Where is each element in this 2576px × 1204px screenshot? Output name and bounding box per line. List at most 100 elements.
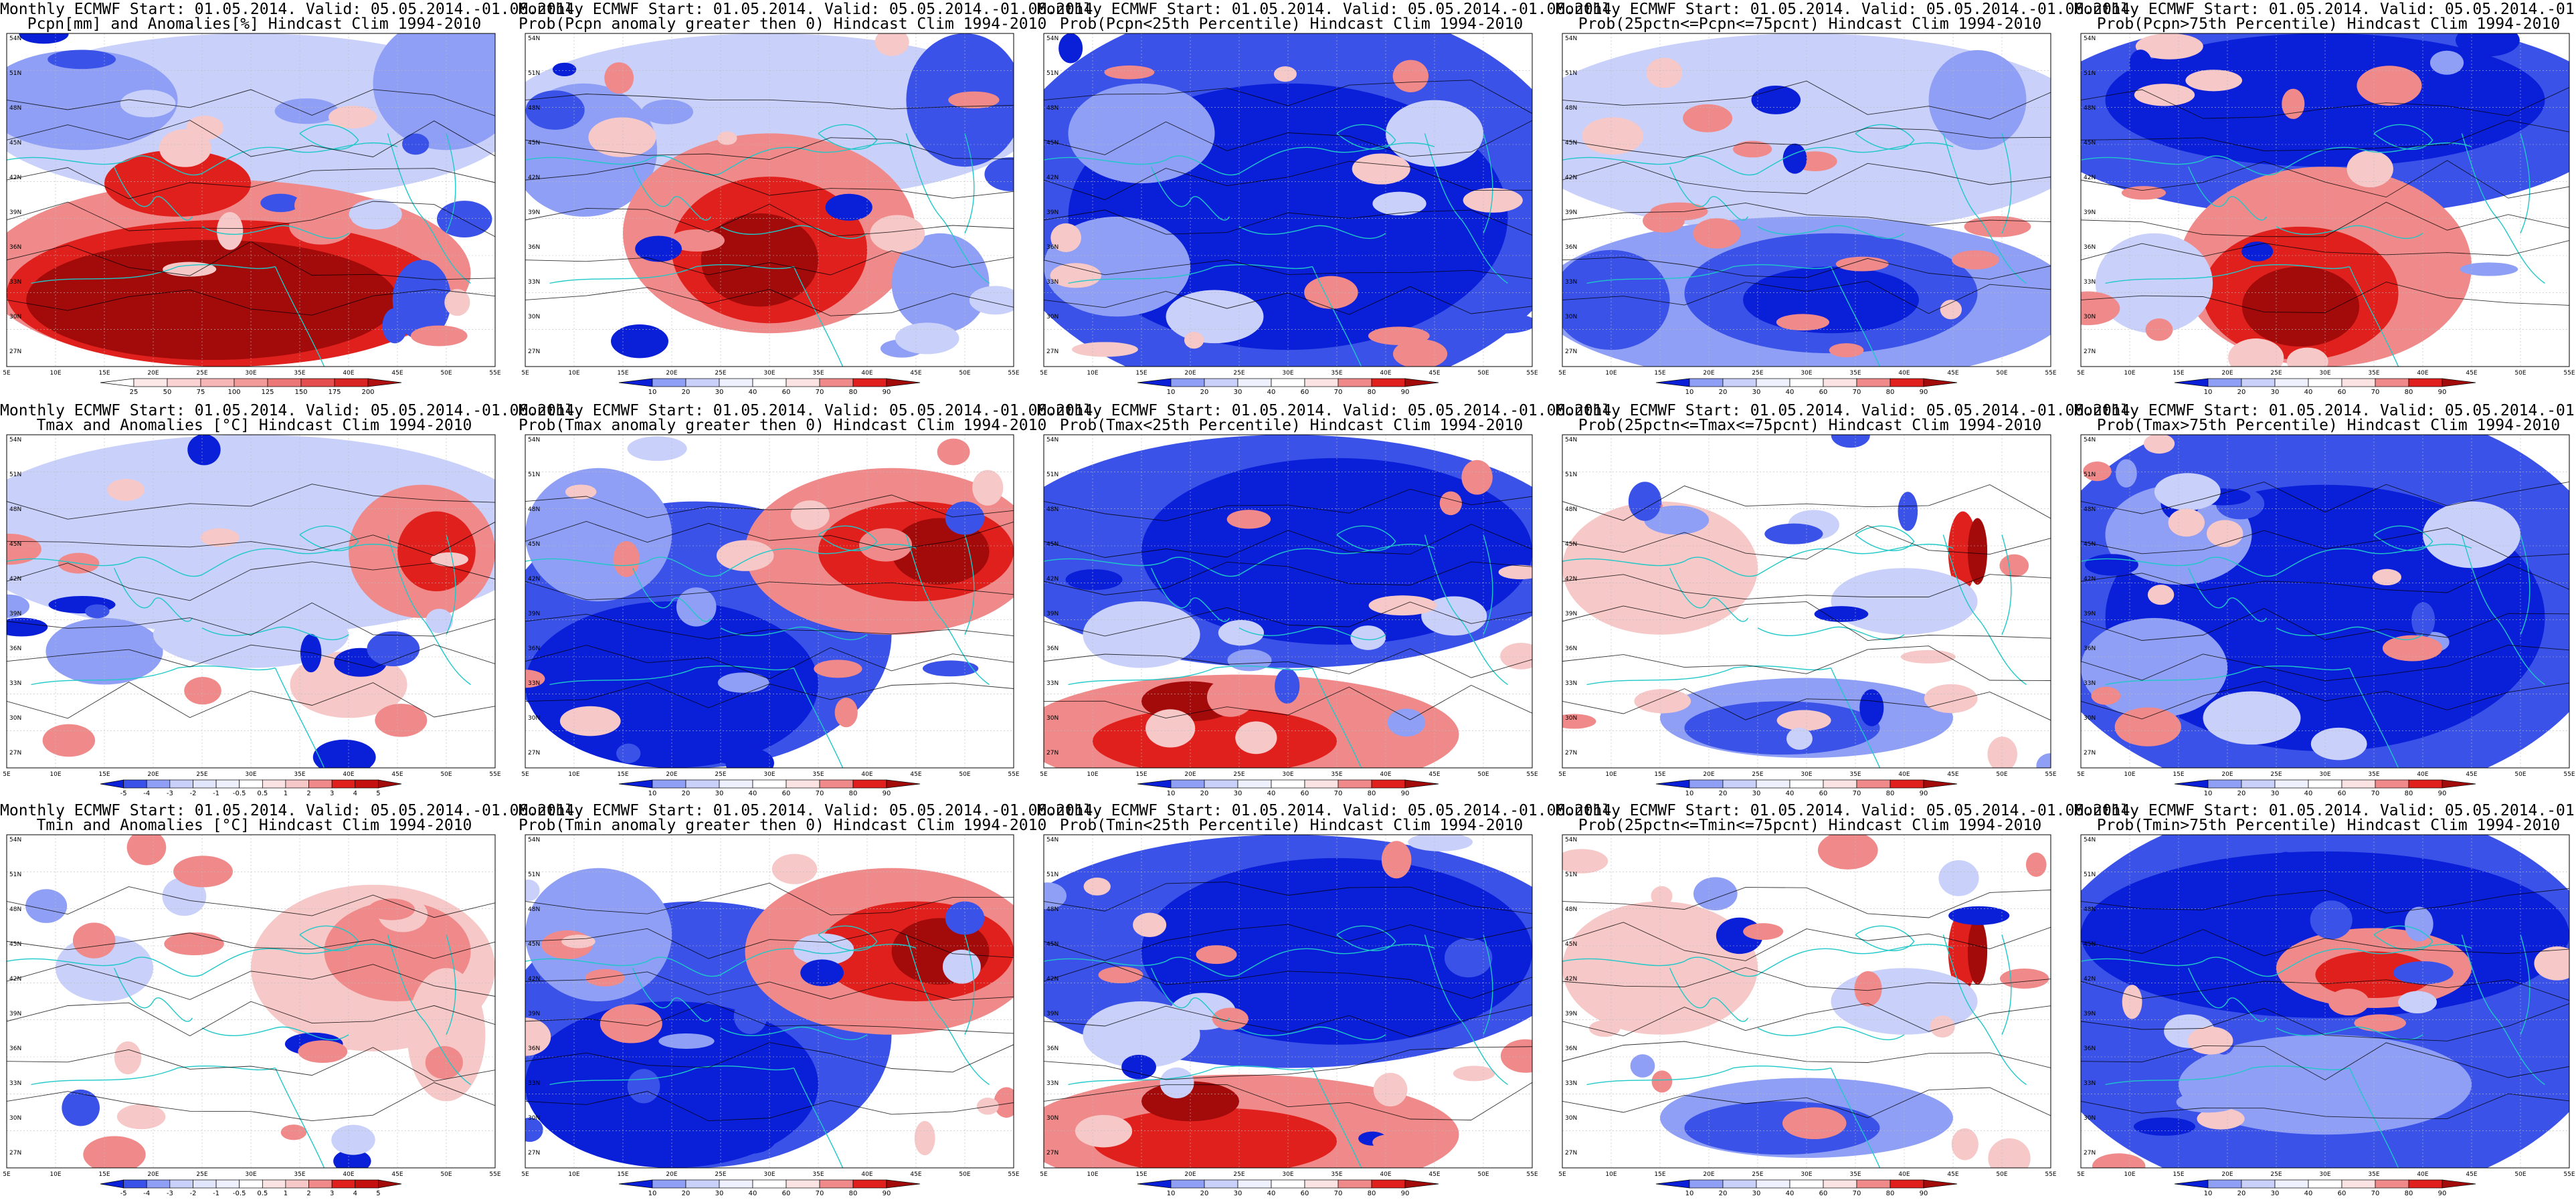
lon-tick-label: 35E [1331, 771, 1342, 778]
lat-tick-label: 54N [528, 35, 540, 42]
field-blob [2179, 1034, 2472, 1135]
field-blob [1817, 835, 1878, 870]
colorbar-tick-label: 4 [353, 1190, 357, 1197]
field-blob [923, 660, 979, 677]
field-blob [48, 49, 116, 70]
field-blob [26, 239, 397, 361]
field-blob [969, 286, 1014, 315]
colorbar-tick-label: 70 [816, 389, 824, 396]
field-blob [2315, 951, 2433, 999]
field-blob [2147, 585, 2175, 605]
lon-tick-label: 20E [147, 370, 159, 377]
map-svg: 54N 51N 48N 45N 42N 39N 36N 33N 30N 27N 5E 10E 15E 20… [1558, 834, 2057, 1197]
lat-tick-label: 54N [9, 437, 21, 443]
field-blob [2310, 727, 2367, 761]
lon-tick-label: 30E [2319, 771, 2330, 778]
lat-tick-label: 39N [9, 209, 21, 216]
lon-tick-label: 55E [2045, 370, 2056, 377]
field-blob [658, 1033, 715, 1049]
lon-tick-label: 20E [666, 370, 677, 377]
lon-tick-label: 45E [910, 1171, 921, 1178]
lon-tick-label: 40E [1380, 1171, 1391, 1178]
field-blob [1083, 601, 1200, 668]
colorbar-tick-label: 80 [1886, 389, 1895, 396]
colorbar-tick-label: 150 [294, 389, 307, 396]
colorbar-tick-label: 20 [1200, 389, 1209, 396]
lon-tick-label: 35E [294, 370, 305, 377]
lat-tick-label: 39N [9, 611, 21, 617]
map-panel-tmin-prob-mid: Monthly ECMWF Start: 01.05.2014. Valid: … [1556, 801, 2139, 1201]
lon-tick-label: 50E [1477, 1171, 1489, 1178]
field-blob [1352, 153, 1410, 185]
lon-tick-label: 40E [1380, 771, 1391, 778]
colorbar-tick-label: 40 [749, 1190, 757, 1197]
lon-tick-label: 5E [2077, 370, 2085, 377]
lon-tick-label: 50E [1477, 771, 1489, 778]
colorbar-tick-label: 70 [1853, 790, 1861, 797]
field-blob [444, 288, 470, 316]
lat-tick-label: 54N [1565, 437, 1577, 443]
map-panel-tmax-prob-gt75: Monthly ECMWF Start: 01.05.2014. Valid: … [2074, 401, 2576, 801]
field-blob [425, 1045, 463, 1080]
colorbar [100, 1179, 402, 1189]
field-blob [2429, 50, 2464, 75]
colorbar-tick-label: 75 [197, 389, 205, 396]
lon-tick-label: 55E [2045, 771, 2056, 778]
field-blob [1952, 250, 1999, 270]
lon-tick-label: 15E [617, 771, 628, 778]
colorbar-tick-label: -4 [143, 790, 150, 797]
colorbar-tick-label: -3 [167, 1190, 173, 1197]
lon-tick-label: 50E [440, 370, 452, 377]
panel-title-line2: Prob(Pcpn<25th Percentile) Hindcast Clim… [1059, 15, 1524, 33]
map-svg: 54N 51N 48N 45N 42N 39N 36N 33N 30N 27N 5E 10E 15E 20… [1040, 434, 1538, 797]
lon-tick-label: 35E [2368, 771, 2379, 778]
field-blob [2398, 991, 2437, 1013]
colorbar-tick-label: 90 [883, 389, 891, 396]
field-blob [298, 1040, 348, 1064]
colorbar-tick-label: 40 [1267, 1190, 1276, 1197]
field-blob [525, 880, 540, 902]
lat-tick-label: 51N [9, 872, 21, 878]
lat-tick-label: 33N [2084, 680, 2096, 687]
colorbar-tick-label: 20 [2237, 389, 2246, 396]
lat-tick-label: 36N [9, 645, 21, 652]
lon-tick-label: 50E [959, 370, 970, 377]
lat-tick-label: 45N [9, 941, 21, 948]
colorbar-tick-label: 25 [130, 389, 139, 396]
colorbar-tick-label: -4 [143, 1190, 150, 1197]
lon-tick-label: 15E [2173, 370, 2184, 377]
lon-tick-label: 25E [2270, 771, 2282, 778]
field-blob [1227, 649, 1272, 672]
colorbar-tick-label: 60 [1819, 790, 1828, 797]
lon-tick-label: 50E [440, 771, 452, 778]
field-blob [1141, 458, 1532, 645]
lon-tick-label: 25E [2270, 1171, 2282, 1178]
field-blob [1776, 710, 1831, 731]
lat-tick-label: 39N [1046, 1011, 1059, 1017]
lat-tick-label: 51N [1565, 872, 1577, 878]
field-blob [1582, 117, 1644, 155]
field-blob [2176, 1092, 2239, 1113]
field-blob [800, 959, 844, 987]
lon-tick-label: 55E [489, 370, 500, 377]
panel-title-line2: Prob(25pctn<=Pcpn<=75pcnt) Hindcast Clim… [1578, 15, 2042, 33]
field-blob [1743, 923, 1784, 940]
lat-tick-label: 33N [1046, 680, 1059, 687]
field-blob [367, 631, 420, 667]
lat-tick-label: 36N [1565, 1045, 1577, 1052]
lat-tick-label: 45N [528, 941, 540, 948]
lon-tick-label: 45E [1429, 771, 1440, 778]
lon-tick-label: 10E [2124, 1171, 2135, 1178]
field-blob [1083, 877, 1111, 896]
field-blob [1463, 187, 1523, 213]
panel-title-line2: Prob(Tmin anomaly greater then 0) Hindca… [519, 817, 1047, 834]
colorbar-tick-label: 30 [715, 389, 724, 396]
field-blob [1651, 886, 1673, 906]
lon-tick-label: 30E [1801, 1171, 1812, 1178]
lat-tick-label: 36N [2084, 1045, 2096, 1052]
map-svg: 54N 51N 48N 45N 42N 39N 36N 33N 30N 27N 5E 10E 15E 20… [2077, 434, 2575, 797]
field-blob [2399, 310, 2428, 332]
field-blob [2121, 186, 2167, 200]
field-blob [2207, 520, 2243, 547]
map-svg: 54N 51N 48N 45N 42N 39N 36N 33N 30N 27N 5E 10E 15E 20… [521, 33, 1020, 396]
